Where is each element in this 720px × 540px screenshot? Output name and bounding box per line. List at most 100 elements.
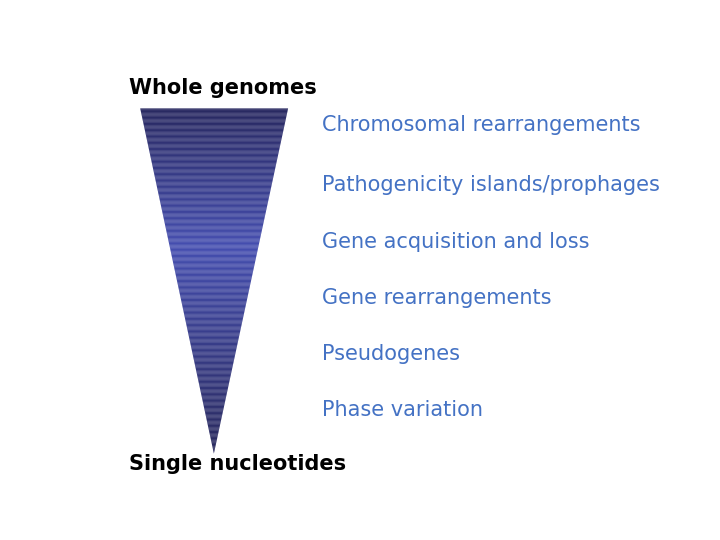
Polygon shape <box>211 441 217 442</box>
Polygon shape <box>174 267 254 268</box>
Polygon shape <box>182 305 246 306</box>
Polygon shape <box>199 386 228 387</box>
Polygon shape <box>174 266 254 267</box>
Polygon shape <box>191 346 237 347</box>
Polygon shape <box>188 331 240 332</box>
Polygon shape <box>142 114 287 116</box>
Polygon shape <box>190 342 238 343</box>
Polygon shape <box>147 139 282 140</box>
Polygon shape <box>166 232 261 233</box>
Polygon shape <box>172 257 256 258</box>
Polygon shape <box>159 198 269 199</box>
Polygon shape <box>194 358 235 359</box>
Polygon shape <box>154 175 274 176</box>
Polygon shape <box>176 274 253 275</box>
Polygon shape <box>162 210 266 211</box>
Polygon shape <box>150 157 278 158</box>
Polygon shape <box>199 384 229 386</box>
Polygon shape <box>148 144 281 145</box>
Polygon shape <box>159 197 269 198</box>
Polygon shape <box>157 186 271 187</box>
Polygon shape <box>146 137 282 138</box>
Polygon shape <box>151 160 277 161</box>
Polygon shape <box>161 202 268 204</box>
Polygon shape <box>187 330 240 331</box>
Polygon shape <box>194 363 233 364</box>
Polygon shape <box>183 309 245 310</box>
Polygon shape <box>171 256 256 257</box>
Polygon shape <box>176 279 251 280</box>
Polygon shape <box>210 436 217 437</box>
Polygon shape <box>189 340 238 341</box>
Polygon shape <box>196 369 232 370</box>
Polygon shape <box>143 120 286 122</box>
Polygon shape <box>199 383 229 384</box>
Polygon shape <box>171 250 258 251</box>
Polygon shape <box>145 129 284 130</box>
Polygon shape <box>153 171 274 172</box>
Polygon shape <box>200 389 228 390</box>
Polygon shape <box>192 352 235 353</box>
Polygon shape <box>189 336 239 337</box>
Polygon shape <box>210 437 217 438</box>
Polygon shape <box>181 296 248 298</box>
Polygon shape <box>160 201 268 202</box>
Polygon shape <box>179 291 249 292</box>
Polygon shape <box>176 275 252 276</box>
Polygon shape <box>163 218 264 219</box>
Polygon shape <box>145 131 283 132</box>
Polygon shape <box>176 276 252 278</box>
Polygon shape <box>161 207 267 208</box>
Polygon shape <box>166 228 262 230</box>
Polygon shape <box>181 299 247 300</box>
Polygon shape <box>201 393 227 394</box>
Polygon shape <box>193 355 235 356</box>
Polygon shape <box>174 265 254 266</box>
Polygon shape <box>192 351 236 352</box>
Polygon shape <box>186 325 241 326</box>
Polygon shape <box>193 356 235 357</box>
Polygon shape <box>153 167 276 168</box>
Polygon shape <box>204 410 223 411</box>
Polygon shape <box>186 327 241 328</box>
Polygon shape <box>145 133 283 134</box>
Polygon shape <box>150 154 278 155</box>
Polygon shape <box>155 178 273 179</box>
Polygon shape <box>151 161 276 162</box>
Polygon shape <box>164 221 264 222</box>
Polygon shape <box>205 413 222 414</box>
Polygon shape <box>211 440 217 441</box>
Polygon shape <box>193 354 235 355</box>
Polygon shape <box>191 345 238 346</box>
Polygon shape <box>166 231 262 232</box>
Polygon shape <box>154 174 274 175</box>
Polygon shape <box>163 219 264 220</box>
Polygon shape <box>186 326 241 327</box>
Polygon shape <box>182 306 246 307</box>
Polygon shape <box>201 392 228 393</box>
Polygon shape <box>186 321 242 322</box>
Polygon shape <box>148 142 281 143</box>
Polygon shape <box>174 263 255 264</box>
Polygon shape <box>160 200 269 201</box>
Polygon shape <box>147 141 281 142</box>
Polygon shape <box>143 122 285 123</box>
Polygon shape <box>212 444 216 445</box>
Polygon shape <box>173 262 255 263</box>
Polygon shape <box>170 249 258 250</box>
Polygon shape <box>175 272 253 273</box>
Polygon shape <box>144 125 284 126</box>
Polygon shape <box>179 289 249 291</box>
Polygon shape <box>204 407 224 408</box>
Polygon shape <box>144 127 284 129</box>
Polygon shape <box>190 341 238 342</box>
Polygon shape <box>210 435 217 436</box>
Polygon shape <box>185 320 243 321</box>
Polygon shape <box>189 338 239 339</box>
Polygon shape <box>208 426 220 427</box>
Polygon shape <box>173 261 256 262</box>
Polygon shape <box>141 111 287 112</box>
Polygon shape <box>150 155 278 156</box>
Polygon shape <box>166 226 263 227</box>
Polygon shape <box>197 372 232 373</box>
